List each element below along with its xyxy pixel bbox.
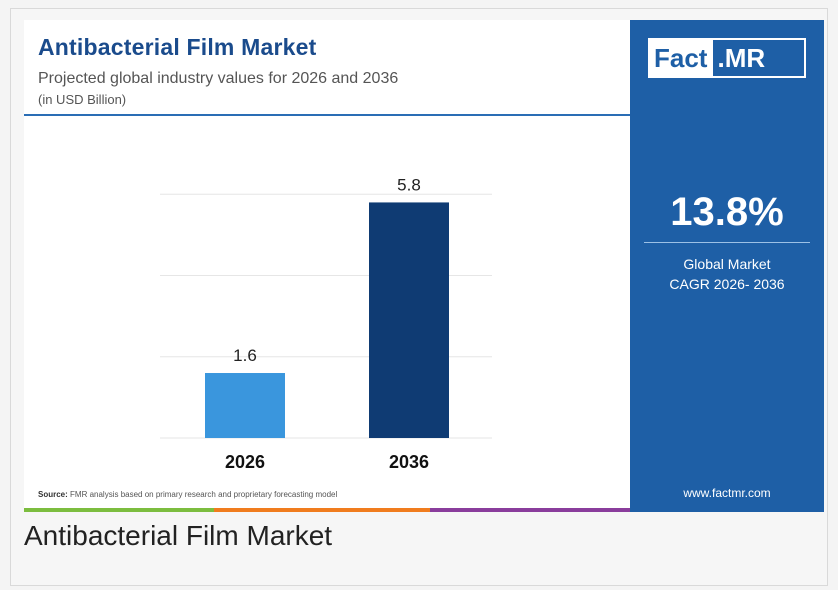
bottom-color-bar [24,508,824,512]
cagr-divider [644,242,810,243]
cagr-label: Global Market CAGR 2026- 2036 [630,254,824,294]
logo-mr-text: .MR [717,42,766,73]
cagr-label-line1: Global Market [683,256,771,272]
chart-title: Antibacterial Film Market [38,34,317,60]
website-link[interactable]: www.factmr.com [683,486,771,500]
logo-fact-text: Fact [650,40,714,76]
color-stripe-1 [214,508,430,512]
data-label-2026: 1.6 [233,346,257,365]
chart-subtitle: Projected global industry values for 202… [38,70,399,87]
cagr-label-line2: CAGR 2026- 2036 [669,276,785,292]
color-stripe-3 [630,508,824,512]
source-text: FMR analysis based on primary research a… [67,490,338,499]
color-stripe-2 [430,508,630,512]
infographic: Antibacterial Film Market Projected glob… [24,20,824,512]
header-divider [24,114,630,116]
bar-chart: 1.6 2026 5.8 2036 [160,175,492,472]
source-label: Source: [38,490,68,499]
source-note: Source: FMR analysis based on primary re… [38,490,337,499]
image-caption: Antibacterial Film Market [24,520,333,551]
color-stripe-0 [24,508,214,512]
bar-2036 [369,202,449,438]
factmr-logo: Fact .MR [648,38,806,78]
chart-unit: (in USD Billion) [38,92,127,107]
bar-2026 [205,373,285,438]
chart-panel: Antibacterial Film Market Projected glob… [24,20,630,512]
x-tick-label-2026: 2026 [225,452,265,472]
x-tick-label-2036: 2036 [389,452,429,472]
stats-panel: Fact .MR 13.8% Global Market CAGR 2026- … [630,20,824,512]
data-label-2036: 5.8 [397,175,421,194]
cagr-value: 13.8% [670,190,784,234]
